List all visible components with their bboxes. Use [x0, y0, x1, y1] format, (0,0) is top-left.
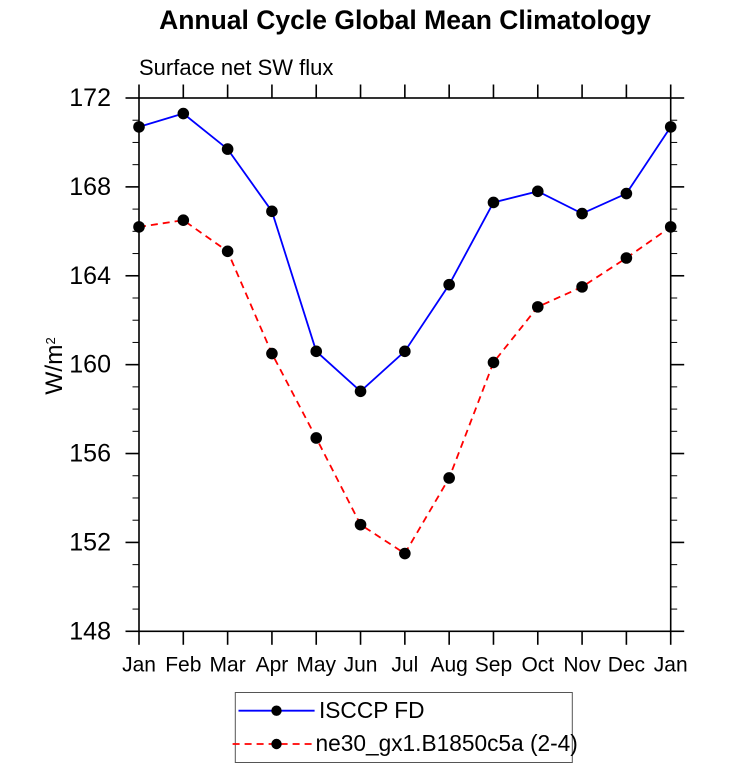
svg-text:Surface net SW flux: Surface net SW flux	[139, 55, 333, 80]
svg-text:Jul: Jul	[391, 653, 418, 676]
svg-text:168: 168	[69, 173, 111, 201]
svg-text:Mar: Mar	[210, 653, 246, 676]
svg-text:Nov: Nov	[563, 653, 601, 676]
svg-text:Dec: Dec	[608, 653, 645, 676]
svg-text:172: 172	[69, 84, 111, 112]
svg-text:Annual Cycle Global Mean Clima: Annual Cycle Global Mean Climatology	[159, 5, 651, 35]
svg-text:156: 156	[69, 440, 111, 468]
svg-text:Jan: Jan	[654, 653, 688, 676]
svg-text:Jan: Jan	[122, 653, 156, 676]
svg-text:Sep: Sep	[475, 653, 512, 676]
svg-text:May: May	[296, 653, 336, 676]
svg-text:ne30_gx1.B1850c5a (2-4): ne30_gx1.B1850c5a (2-4)	[316, 730, 578, 756]
svg-text:ISCCP FD: ISCCP FD	[319, 697, 424, 723]
svg-text:Feb: Feb	[165, 653, 201, 676]
svg-text:148: 148	[69, 617, 111, 645]
svg-text:164: 164	[69, 262, 111, 290]
svg-text:W/m2: W/m2	[41, 337, 68, 395]
svg-text:160: 160	[69, 351, 111, 379]
svg-text:Aug: Aug	[430, 653, 467, 676]
svg-text:152: 152	[69, 528, 111, 556]
svg-text:Jun: Jun	[344, 653, 378, 676]
svg-text:Oct: Oct	[521, 653, 554, 676]
svg-text:Apr: Apr	[256, 653, 289, 676]
